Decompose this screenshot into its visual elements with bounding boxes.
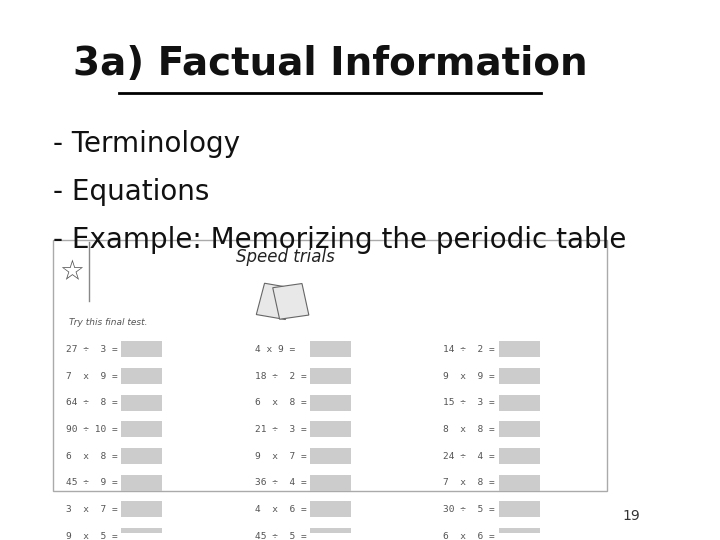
Bar: [122, 341, 162, 357]
Text: 24 ÷  4 =: 24 ÷ 4 =: [444, 451, 495, 461]
Bar: [310, 528, 351, 540]
Bar: [499, 368, 540, 384]
Bar: [499, 448, 540, 464]
Bar: [310, 341, 351, 357]
Text: Speed trials: Speed trials: [236, 248, 335, 266]
Text: - Terminology: - Terminology: [53, 130, 240, 158]
Text: 9  x  9 =: 9 x 9 =: [444, 372, 495, 381]
Text: 6  x  8 =: 6 x 8 =: [255, 398, 307, 407]
Text: 9  x  5 =: 9 x 5 =: [66, 531, 118, 540]
Bar: [122, 395, 162, 411]
Text: 45 ÷  5 =: 45 ÷ 5 =: [255, 531, 307, 540]
Text: 7  x  9 =: 7 x 9 =: [66, 372, 118, 381]
Text: 21 ÷  3 =: 21 ÷ 3 =: [255, 425, 307, 434]
Bar: [310, 421, 351, 437]
Text: 6  x  6 =: 6 x 6 =: [444, 531, 495, 540]
Text: 4  x  6 =: 4 x 6 =: [255, 505, 307, 514]
Text: 3  x  7 =: 3 x 7 =: [66, 505, 118, 514]
Polygon shape: [273, 284, 309, 319]
Polygon shape: [256, 284, 294, 320]
Bar: [310, 475, 351, 491]
Bar: [499, 475, 540, 491]
Bar: [499, 341, 540, 357]
Text: 19: 19: [622, 509, 640, 523]
Text: 14 ÷  2 =: 14 ÷ 2 =: [444, 345, 495, 354]
Bar: [122, 475, 162, 491]
Text: 90 ÷ 10 =: 90 ÷ 10 =: [66, 425, 118, 434]
Text: 9  x  7 =: 9 x 7 =: [255, 451, 307, 461]
Bar: [499, 421, 540, 437]
Text: 18 ÷  2 =: 18 ÷ 2 =: [255, 372, 307, 381]
Bar: [122, 502, 162, 517]
Text: 8  x  8 =: 8 x 8 =: [444, 425, 495, 434]
Text: Try this final test.: Try this final test.: [69, 318, 148, 327]
Bar: [499, 395, 540, 411]
Text: - Example: Memorizing the periodic table: - Example: Memorizing the periodic table: [53, 226, 626, 254]
Bar: [499, 502, 540, 517]
Text: 15 ÷  3 =: 15 ÷ 3 =: [444, 398, 495, 407]
Bar: [122, 528, 162, 540]
Bar: [122, 368, 162, 384]
Text: 27 ÷  3 =: 27 ÷ 3 =: [66, 345, 118, 354]
Text: 36 ÷  4 =: 36 ÷ 4 =: [255, 478, 307, 487]
Bar: [310, 502, 351, 517]
Bar: [53, 240, 607, 491]
Bar: [499, 528, 540, 540]
Bar: [122, 448, 162, 464]
Bar: [310, 395, 351, 411]
Text: 64 ÷  8 =: 64 ÷ 8 =: [66, 398, 118, 407]
Bar: [310, 368, 351, 384]
Text: 3a) Factual Information: 3a) Factual Information: [73, 45, 588, 83]
Text: - Equations: - Equations: [53, 178, 210, 206]
Bar: [122, 421, 162, 437]
Bar: [310, 448, 351, 464]
Text: 6  x  8 =: 6 x 8 =: [66, 451, 118, 461]
Text: 4 x 9 =: 4 x 9 =: [255, 345, 295, 354]
Text: 7  x  8 =: 7 x 8 =: [444, 478, 495, 487]
Text: 30 ÷  5 =: 30 ÷ 5 =: [444, 505, 495, 514]
Text: 45 ÷  9 =: 45 ÷ 9 =: [66, 478, 118, 487]
Text: ☆: ☆: [59, 258, 84, 286]
